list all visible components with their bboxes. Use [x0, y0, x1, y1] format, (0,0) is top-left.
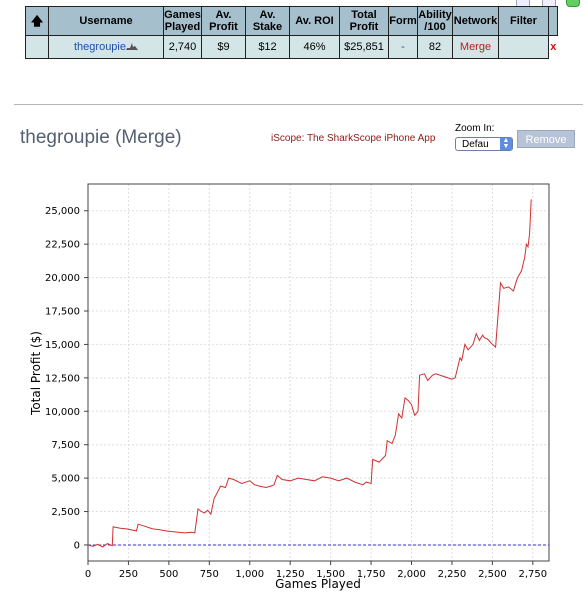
shark-icon	[126, 42, 138, 50]
y-axis-label: Total Profit ($)	[29, 331, 43, 416]
sort-toggle[interactable]: 🡅	[25, 6, 49, 36]
header-games-played[interactable]: Games Played	[163, 6, 202, 36]
y-tick-label: 12,500	[45, 373, 80, 384]
x-tick-label: 0	[85, 569, 91, 580]
header-form[interactable]: Form	[388, 6, 418, 36]
username-link[interactable]: thegroupie	[74, 41, 126, 53]
refresh-icon[interactable]	[566, 0, 580, 7]
header-network[interactable]: Network	[452, 6, 499, 36]
x-tick-label: 2,500	[478, 569, 507, 580]
x-tick-label: 2,750	[519, 569, 548, 580]
y-tick-label: 7,500	[51, 440, 80, 451]
player-stats-table: 🡅 Username Games Played Av. Profit Av. S…	[25, 6, 558, 59]
header-username[interactable]: Username	[48, 6, 164, 36]
header-remove	[548, 6, 558, 36]
plot-frame	[87, 183, 550, 562]
select-stepper-icon: ▲ ▼	[500, 137, 512, 150]
remove-button[interactable]: Remove	[517, 130, 575, 148]
profit-chart: 0 250 500 750 1,000 1,250 1,500 1,750 2,000 2,250…	[29, 183, 550, 591]
chart-grid	[87, 184, 549, 561]
header-av-stake[interactable]: Av. Stake	[245, 6, 290, 36]
zoom-select-value: Defau	[462, 139, 489, 150]
header-ability[interactable]: Ability /100	[417, 6, 453, 36]
remove-player-button[interactable]: x	[550, 41, 557, 54]
x-tick-label: 1,250	[276, 569, 305, 580]
section-divider	[14, 104, 583, 105]
y-tick-label: 0	[74, 540, 80, 551]
x-tick-label: 1,000	[235, 569, 264, 580]
x-tick-label: 2,250	[438, 569, 467, 580]
row-username-cell: thegroupie	[48, 35, 164, 59]
row-sort-cell	[25, 35, 49, 59]
y-tick-label: 20,000	[45, 273, 80, 284]
y-tick-label: 10,000	[45, 407, 80, 418]
x-tick-label: 250	[119, 569, 138, 580]
row-av-roi: 46%	[289, 35, 340, 59]
zoom-label: Zoom In:	[455, 123, 495, 134]
y-tick-label: 15,000	[45, 340, 80, 351]
row-network: Merge	[452, 35, 499, 59]
sort-up-arrow-icon[interactable]: 🡅	[30, 13, 44, 28]
row-av-stake: $12	[245, 35, 290, 59]
network-link[interactable]: Merge	[459, 41, 492, 53]
row-remove: x	[548, 35, 558, 59]
page-title: thegroupie (Merge)	[20, 127, 182, 148]
chart-ticks: 0 250 500 750 1,000 1,250 1,500 1,750 2,000 2,250…	[45, 206, 547, 580]
row-form: -	[388, 35, 418, 59]
header-av-roi[interactable]: Av. ROI	[289, 6, 340, 36]
row-filter[interactable]	[498, 35, 549, 59]
table-row: thegroupie 2,740 $9 $12 46% $25,851 - 82…	[25, 35, 558, 59]
x-tick-label: 1,500	[316, 569, 345, 580]
row-total-profit: $25,851	[339, 35, 389, 59]
row-ability: 82	[417, 35, 453, 59]
y-tick-label: 25,000	[45, 206, 80, 217]
y-tick-label: 22,500	[45, 240, 80, 251]
y-tick-label: 17,500	[45, 307, 80, 318]
x-tick-label: 500	[159, 569, 178, 580]
form-value[interactable]: -	[401, 41, 405, 53]
y-tick-label: 5,000	[51, 474, 80, 485]
row-games-played: 2,740	[163, 35, 202, 59]
x-tick-label: 1,750	[357, 569, 386, 580]
x-axis-label: Games Played	[275, 577, 361, 591]
header-av-profit[interactable]: Av. Profit	[201, 6, 246, 36]
x-tick-label: 750	[200, 569, 219, 580]
x-tick-label: 2,000	[397, 569, 426, 580]
header-total-profit[interactable]: Total Profit	[339, 6, 389, 36]
row-av-profit: $9	[201, 35, 246, 59]
zoom-select[interactable]: Defau ▲ ▼	[455, 137, 513, 151]
iscope-link[interactable]: iScope: The SharkScope iPhone App	[271, 133, 436, 144]
header-filter[interactable]: Filter	[498, 6, 549, 36]
y-tick-label: 2,500	[51, 507, 80, 518]
table-header-row: 🡅 Username Games Played Av. Profit Av. S…	[25, 6, 558, 36]
series-line-total-profit	[87, 199, 532, 548]
